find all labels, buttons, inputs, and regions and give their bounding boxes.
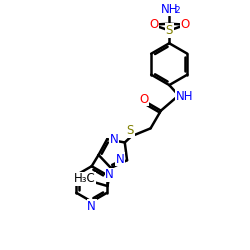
- Text: NH: NH: [176, 90, 194, 103]
- Text: 2: 2: [174, 6, 180, 15]
- Text: O: O: [149, 18, 158, 30]
- Text: N: N: [116, 152, 124, 166]
- Text: H₃C: H₃C: [74, 172, 95, 185]
- Text: N: N: [87, 200, 96, 213]
- Text: N: N: [110, 133, 118, 146]
- Text: NH: NH: [160, 3, 178, 16]
- Text: S: S: [127, 124, 134, 137]
- Text: O: O: [180, 18, 190, 30]
- Text: O: O: [139, 92, 148, 106]
- Text: N: N: [105, 168, 114, 181]
- Text: S: S: [166, 24, 173, 37]
